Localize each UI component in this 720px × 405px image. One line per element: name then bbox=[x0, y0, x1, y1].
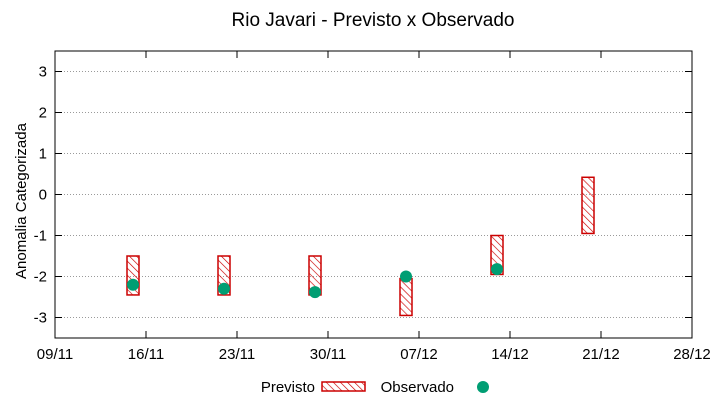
ticks-layer: 3 2 1 0 -1 -2 -3 09/11 16/11 23/11 30/11 07/12 14/12… bbox=[34, 51, 711, 363]
previsto-box bbox=[399, 277, 413, 317]
grid-layer bbox=[55, 71, 692, 318]
x-tick-label: 09/11 bbox=[37, 346, 73, 363]
observado-point bbox=[400, 270, 412, 283]
y-axis-label: Anomalia Categorizada bbox=[13, 122, 30, 279]
x-tick-label: 30/11 bbox=[310, 346, 346, 363]
previsto-box bbox=[581, 176, 595, 235]
observado-point bbox=[218, 282, 230, 295]
legend-label-previsto: Previsto bbox=[261, 379, 315, 396]
x-tick-label: 28/12 bbox=[673, 346, 711, 363]
x-tick-label: 23/11 bbox=[219, 346, 255, 363]
observado-point bbox=[309, 286, 321, 299]
chart-title: Rio Javari - Previsto x Observado bbox=[232, 10, 515, 31]
observado-point bbox=[127, 278, 139, 291]
y-tick-label: 2 bbox=[39, 105, 47, 122]
x-tick-label: 14/12 bbox=[491, 346, 529, 363]
x-tick-label: 21/12 bbox=[582, 346, 620, 363]
observado-point bbox=[491, 263, 503, 276]
y-tick-label: 3 bbox=[39, 64, 47, 81]
y-tick-label: 1 bbox=[39, 146, 47, 163]
y-tick-label: -3 bbox=[34, 310, 47, 327]
legend-swatch-observado bbox=[477, 381, 489, 393]
y-tick-label: -2 bbox=[34, 269, 47, 286]
legend-swatch-previsto bbox=[321, 381, 366, 392]
x-tick-label: 07/12 bbox=[400, 346, 438, 363]
y-tick-label: -1 bbox=[34, 228, 47, 245]
x-tick-label: 16/11 bbox=[128, 346, 164, 363]
legend-label-observado: Observado bbox=[381, 379, 454, 396]
y-tick-label: 0 bbox=[39, 187, 47, 204]
marks-layer bbox=[126, 176, 595, 317]
legend: Previsto Observado bbox=[261, 379, 489, 396]
